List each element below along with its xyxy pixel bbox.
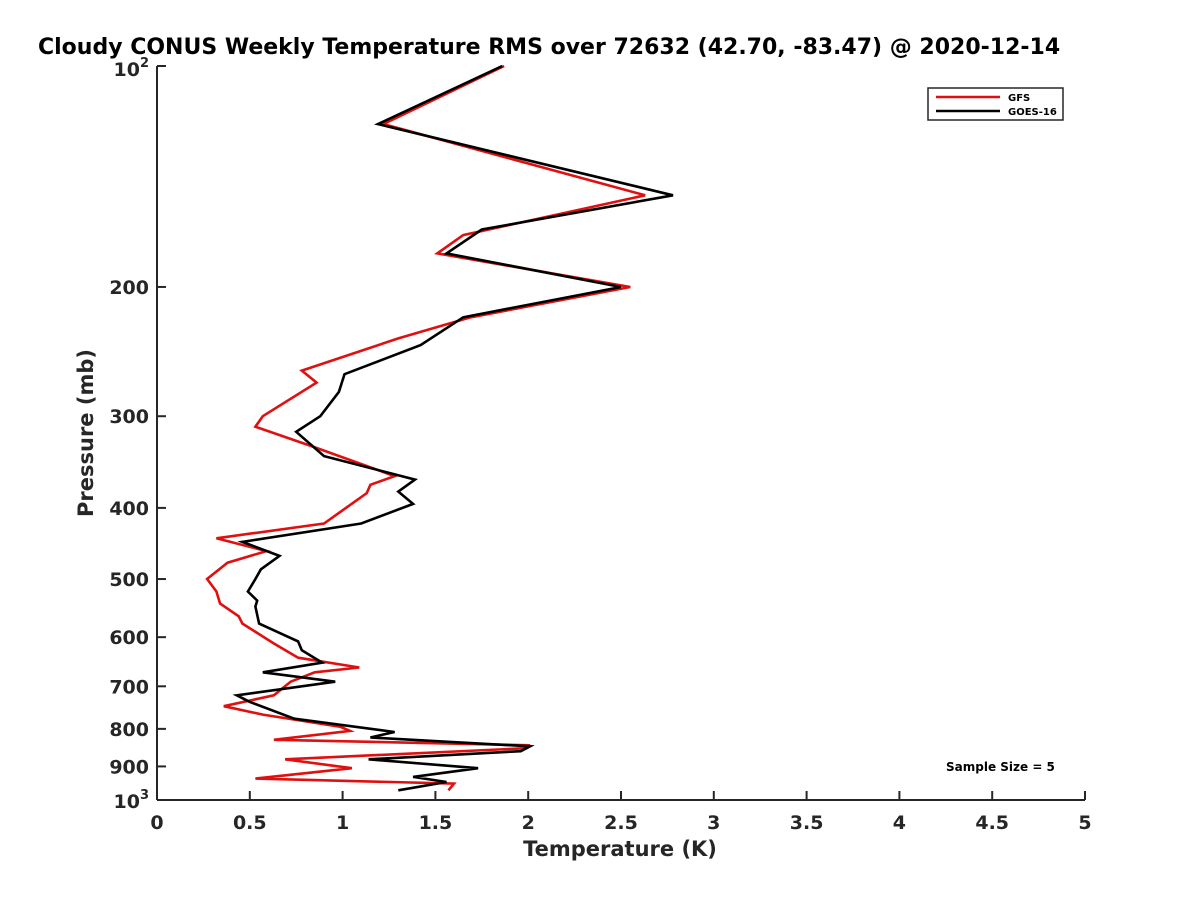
y-tick-top-exp: 2 [140, 56, 149, 71]
x-tick-label: 4 [893, 812, 906, 834]
y-tick-label: 700 [109, 676, 149, 698]
y-tick-label: 200 [109, 277, 149, 299]
x-tick-label: 2 [522, 812, 535, 834]
x-tick-label: 2.5 [604, 812, 638, 834]
y-tick-label: 600 [109, 627, 149, 649]
x-tick-label: 1.5 [419, 812, 453, 834]
x-ticks: 0 0.5 1 1.5 2 2.5 3 3.5 4 4.5 5 [150, 791, 1092, 834]
y-tick-label: 900 [109, 756, 149, 778]
legend-label-gfs: GFS [1008, 93, 1030, 104]
y-tick-label: 800 [109, 719, 149, 741]
x-tick-label: 5 [1078, 812, 1091, 834]
x-axis-label: Temperature (K) [523, 837, 717, 861]
y-tick-bottom-base: 10 [114, 791, 140, 813]
legend-label-goes16: GOES-16 [1008, 107, 1057, 118]
chart-title: Cloudy CONUS Weekly Temperature RMS over… [38, 35, 1060, 60]
y-tick-top-base: 10 [114, 59, 140, 81]
series-group [205, 64, 674, 792]
legend-box [927, 87, 1064, 121]
x-tick-label: 0 [150, 812, 163, 834]
series-line-goes16 [232, 64, 674, 792]
y-tick-bottom-exp: 3 [140, 788, 149, 803]
x-tick-label: 3 [707, 812, 720, 834]
y-tick-label: 300 [109, 406, 149, 428]
x-tick-label: 0.5 [233, 812, 267, 834]
y-tick-label: 400 [109, 498, 149, 520]
y-ticks: 200 300 400 500 600 700 800 900 [109, 65, 166, 801]
series-line-gfs [205, 64, 646, 792]
x-tick-label: 1 [336, 812, 349, 834]
y-tick-label: 500 [109, 569, 149, 591]
x-tick-label: 3.5 [790, 812, 824, 834]
y-tick-label-bottom: 103 [114, 788, 150, 813]
legend: GFS GOES-16 [927, 87, 1064, 121]
y-tick-label-top: 102 [114, 56, 150, 81]
sample-size-annotation: Sample Size = 5 [946, 760, 1055, 774]
x-tick-label: 4.5 [975, 812, 1009, 834]
y-axis-label: Pressure (mb) [74, 349, 98, 517]
